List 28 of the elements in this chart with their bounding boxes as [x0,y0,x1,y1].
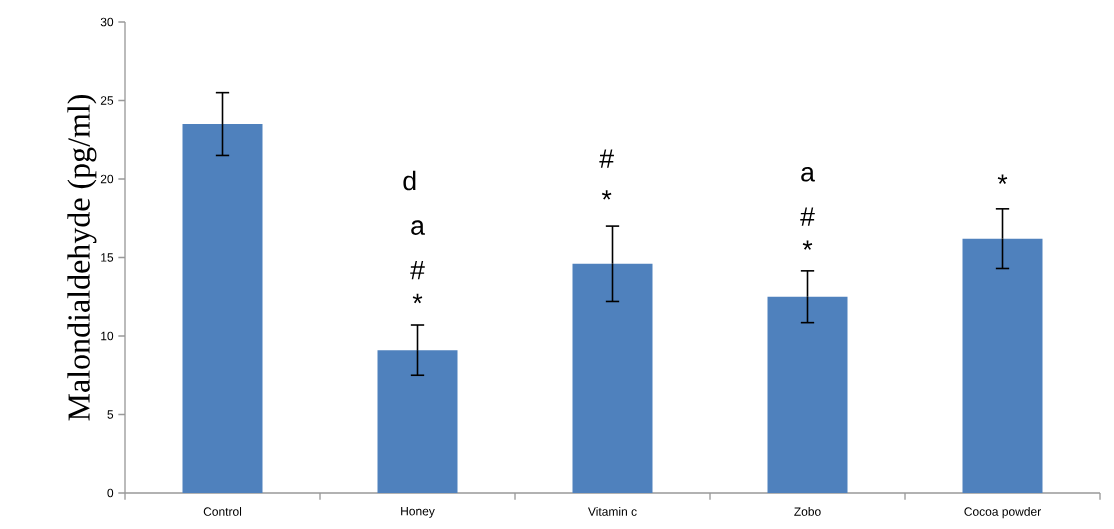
y-tick-label: 0 [107,488,114,498]
x-tick-label: Control [203,507,242,516]
annotation: * [997,174,1008,184]
bar [182,124,263,493]
bar [767,296,848,493]
y-tick-label: 10 [101,331,114,341]
x-tick-label: Zobo [794,507,821,516]
y-tick-label: 30 [100,17,114,27]
annotation: * [802,240,813,250]
annotation: # [599,149,614,168]
annotation: a [801,166,815,182]
x-tick-label: Vitamin c [588,507,637,516]
bar [377,350,458,493]
annotation: # [800,207,815,226]
y-tick-label: 25 [100,96,114,105]
annotation: d [403,170,416,191]
y-tick-label: 5 [107,410,114,419]
bar [572,263,653,493]
y-axis-title: Malondialdehyde (pg/ml) [67,94,97,421]
y-tick-label: 20 [100,174,114,184]
annotation: # [410,260,425,280]
bar [962,238,1043,493]
y-tick-label: 15 [101,253,114,262]
annotation: * [601,190,612,200]
annotation: a [411,220,425,235]
x-tick-label: Honey [401,507,435,518]
annotation: * [412,293,423,304]
x-tick-label: Cocoa powder [964,507,1041,519]
